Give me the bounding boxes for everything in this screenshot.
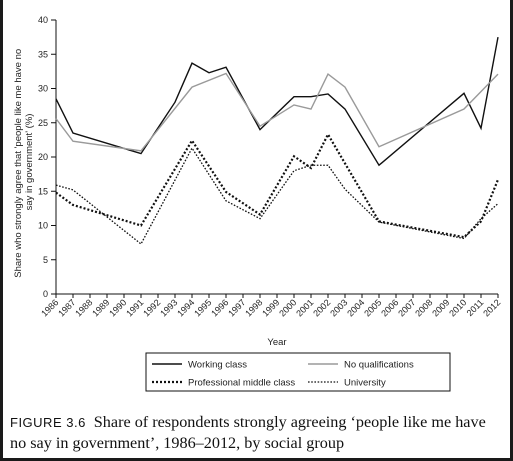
x-tick-label: 2009 — [430, 297, 451, 318]
y-tick-label: 10 — [38, 221, 48, 231]
x-tick-label: 2006 — [379, 297, 400, 318]
axes: 0 5 10 15 20 25 30 35 40 198619871988198919901991… — [38, 15, 502, 319]
x-tick-label: 1998 — [243, 297, 264, 318]
x-tick-label: 2010 — [447, 297, 468, 318]
y-tick-label: 0 — [43, 289, 48, 299]
series-layer — [55, 37, 500, 245]
figure-label: FIGURE 3.6 — [10, 415, 86, 430]
x-tick-label: 1995 — [192, 297, 213, 318]
line-chart: 0 5 10 15 20 25 30 35 40 198619871988198919901991… — [13, 15, 502, 392]
x-tick-label: 2004 — [345, 297, 366, 318]
x-tick-label: 1989 — [90, 297, 111, 318]
y-axis-label: Share who strongly agree that 'people li… — [13, 46, 35, 278]
legend-label-4: University — [344, 378, 386, 389]
x-tick-label: 1992 — [141, 297, 162, 318]
y-axis-label-line-2: say in government' (%) — [24, 114, 35, 211]
x-tick-label: 2005 — [362, 297, 383, 318]
series-line-2 — [55, 72, 499, 152]
y-tick-label: 5 — [43, 255, 48, 265]
x-tick-label: 2011 — [465, 297, 486, 318]
y-tick-label: 30 — [38, 84, 48, 94]
series-line-1 — [55, 37, 499, 167]
x-tick-label: 2007 — [396, 297, 417, 318]
caption-text: Share of respondents strongly agreeing ‘… — [10, 413, 486, 452]
x-tick-label: 1990 — [107, 297, 128, 318]
legend-box — [145, 352, 451, 392]
series-line-3 — [55, 132, 500, 239]
x-tick-label: 1988 — [73, 297, 94, 318]
x-tick-label: 2008 — [413, 297, 434, 318]
x-tick-label: 2002 — [311, 297, 332, 318]
y-tick-label: 25 — [38, 118, 48, 128]
x-tick-label: 1996 — [209, 297, 230, 318]
x-tick-label: 1987 — [56, 297, 77, 318]
x-tick-label: 2003 — [328, 297, 349, 318]
x-tick-label: 1994 — [175, 297, 196, 318]
y-tick-label: 15 — [38, 186, 48, 196]
x-tick-label: 1991 — [124, 297, 145, 318]
x-tick-label: 1999 — [260, 297, 281, 318]
x-axis-label: Year — [267, 337, 286, 348]
legend-label-2: No qualifications — [344, 360, 414, 371]
figure-caption: FIGURE 3.6 Share of respondents strongly … — [10, 412, 502, 454]
x-tick-label: 2012 — [481, 297, 502, 318]
legend-label-1: Working class — [188, 360, 247, 371]
y-tick-label: 40 — [38, 15, 48, 25]
legend: Working class No qualifications Profession… — [145, 352, 451, 392]
x-tick-label: 1986 — [39, 297, 60, 318]
x-tick-label: 2000 — [277, 297, 298, 318]
x-tick-label: 1997 — [226, 297, 247, 318]
y-axis-label-line-1: Share who strongly agree that 'people li… — [13, 49, 24, 278]
x-tick-label: 1993 — [158, 297, 179, 318]
series-line-4 — [55, 146, 499, 245]
y-tick-label: 35 — [38, 49, 48, 59]
legend-label-3: Professional middle class — [188, 378, 295, 389]
x-tick-label: 2001 — [294, 297, 315, 318]
y-tick-label: 20 — [38, 152, 48, 162]
